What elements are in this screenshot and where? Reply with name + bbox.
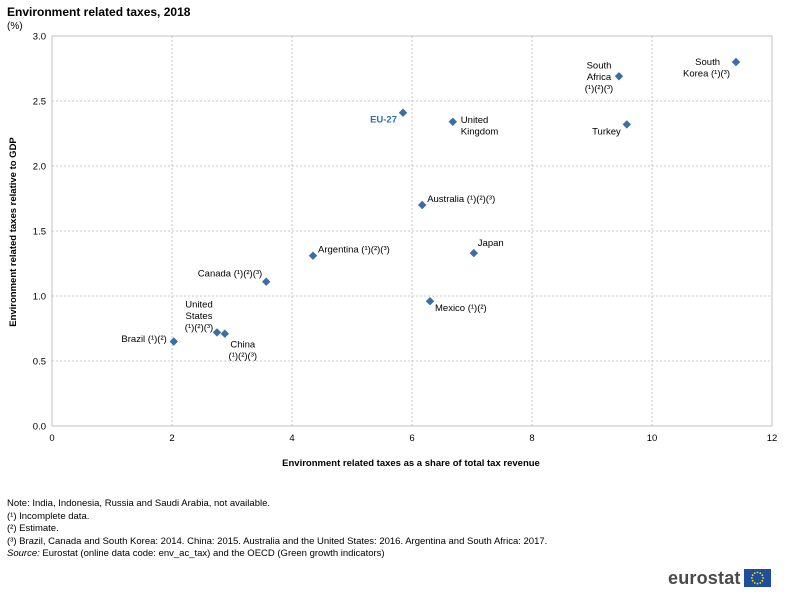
eu-flag-icon [743, 569, 771, 587]
data-point-turkey [622, 120, 631, 129]
data-point-brazil [169, 337, 178, 346]
scatter-chart: 0 2 4 6 8 10 12 0.0 0.5 1.0 1.5 2.0 2.5 3.0 EU-27 Unit… [8, 32, 778, 470]
point-label-line: (¹)(²)(³) [229, 351, 257, 362]
y-tick-label: 0.0 [33, 422, 46, 433]
data-point-united-kingdom [448, 117, 457, 126]
eurostat-logo: eurostat [668, 567, 771, 588]
point-label-line: United [461, 115, 488, 126]
data-point-canada [262, 277, 271, 286]
data-point-united-states [212, 328, 222, 337]
point-label-line: Australia (¹)(²)(³) [427, 194, 495, 205]
x-tick-label: 2 [169, 433, 174, 444]
point-label-line: United [185, 299, 212, 310]
point-label-united-states: United States (¹)(²)(³) [185, 299, 213, 333]
data-points [169, 57, 741, 346]
y-tick-label: 0.5 [33, 357, 46, 368]
tick-labels: 0 2 4 6 8 10 12 0.0 0.5 1.0 1.5 2.0 2.5 3.0 [33, 32, 778, 445]
point-label-line: States [186, 311, 213, 322]
point-label-line: Argentina (¹)(²)(³) [318, 245, 390, 256]
footnotes: Note: India, Indonesia, Russia and Saudi… [7, 498, 547, 561]
y-tick-label: 1.0 [33, 292, 46, 303]
flag-star [759, 572, 761, 575]
source-line: Source: Eurostat (online data code: env_… [7, 548, 547, 561]
flag-star [756, 582, 759, 585]
source-text: Eurostat (online data code: env_ac_tax) … [39, 548, 385, 560]
point-label-canada: Canada (¹)(²)(³) [198, 269, 262, 280]
flag-star [761, 577, 764, 579]
point-label-japan: Japan [478, 238, 504, 249]
flag-star [751, 579, 754, 582]
flag-star [751, 574, 754, 577]
flag-star [761, 574, 763, 577]
flag-star [753, 581, 756, 584]
y-tick-label: 1.5 [33, 227, 46, 238]
flag-star [761, 579, 763, 582]
point-label-south-korea: South Korea (¹)(³) [683, 57, 730, 80]
data-point-australia [418, 200, 427, 210]
note-incomplete: (¹) Incomplete data. [7, 510, 90, 522]
point-label-line: Africa [587, 72, 612, 83]
data-point-japan [469, 248, 478, 258]
x-tick-label: 12 [767, 433, 778, 444]
point-label-brazil: Brazil (¹)(²) [121, 334, 166, 345]
source-label: Source: [7, 548, 40, 560]
point-label-line: Kingdom [461, 126, 499, 137]
y-axis-label: Environment related taxes relative to GD… [8, 137, 19, 327]
point-label-line: China [230, 340, 256, 351]
logo-text: eurostat [668, 567, 741, 588]
grid [51, 35, 773, 427]
point-label-line: South [587, 60, 612, 71]
point-label-south-africa: South Africa (¹)(²)(³) [585, 60, 613, 94]
x-tick-label: 6 [409, 433, 414, 444]
flag-star [750, 577, 753, 579]
y-tick-label: 2.5 [33, 97, 46, 108]
data-point-eu27 [398, 108, 408, 117]
point-label-line: Turkey [592, 126, 621, 137]
point-label-eu27: EU-27 [370, 115, 397, 126]
x-axis-label: Environment related taxes as a share of … [282, 458, 540, 469]
data-point-mexico [425, 297, 435, 306]
point-label-line: Korea (¹)(³) [683, 69, 730, 80]
flag-star [759, 581, 761, 584]
point-label-argentina: Argentina (¹)(²)(³) [318, 245, 390, 256]
note-estimate: (²) Estimate. [7, 523, 59, 535]
flag-star [756, 571, 759, 574]
data-point-south-africa [614, 72, 624, 81]
point-label-turkey: Turkey [592, 126, 621, 137]
y-tick-label: 3.0 [33, 32, 46, 43]
point-label-line: Japan [478, 238, 504, 249]
point-label-line: EU-27 [370, 115, 397, 126]
data-point-china [220, 329, 229, 338]
flag-star [753, 572, 756, 575]
point-label-mexico: Mexico (¹)(²) [435, 303, 487, 314]
data-point-south-korea [731, 57, 741, 67]
x-tick-label: 4 [289, 433, 294, 444]
y-tick-label: 2.0 [33, 162, 46, 173]
x-tick-label: 8 [529, 433, 534, 444]
point-label-line: (¹)(²)(³) [585, 83, 613, 94]
x-tick-label: 10 [647, 433, 658, 444]
note-years: (³) Brazil, Canada and South Korea: 2014… [7, 535, 548, 547]
chart-title: Environment related taxes, 2018 [7, 5, 191, 19]
point-label-line: Brazil (¹)(²) [121, 334, 166, 345]
point-label-line: Mexico (¹)(²) [435, 303, 487, 314]
point-label-line: Canada (¹)(²)(³) [198, 269, 262, 280]
point-label-line: South [695, 57, 720, 68]
point-label-line: (¹)(²)(³) [185, 322, 213, 333]
point-label-china: China (¹)(²)(³) [229, 340, 257, 363]
chart-unit: (%) [7, 21, 23, 32]
x-tick-label: 0 [49, 433, 54, 444]
data-point-argentina [308, 251, 318, 260]
point-label-australia: Australia (¹)(²)(³) [427, 194, 495, 205]
note-not-available: Note: India, Indonesia, Russia and Saudi… [7, 498, 271, 509]
point-label-united-kingdom: United Kingdom [461, 115, 499, 138]
